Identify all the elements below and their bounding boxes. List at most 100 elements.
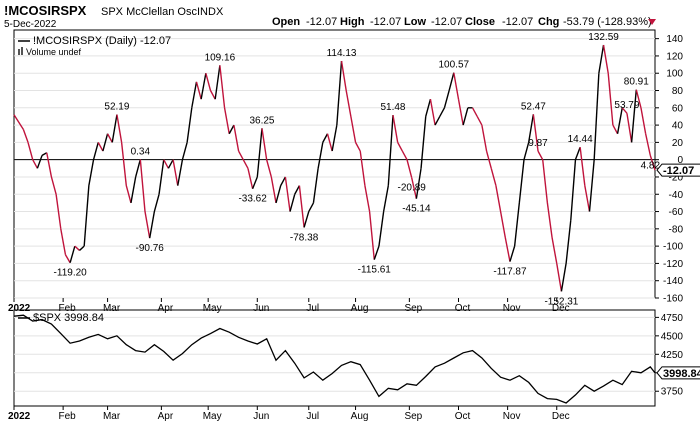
osc-line-segment	[88, 159, 95, 186]
osc-line-segment	[92, 142, 99, 160]
osc-line-segment	[331, 124, 338, 152]
osc-data-label: 114.13	[327, 48, 357, 59]
osc-line-segment	[495, 185, 502, 212]
osc-line-segment	[612, 124, 619, 135]
osc-data-label: 132.59	[588, 32, 619, 43]
osc-y-tick-label: -160	[663, 294, 683, 305]
close-value: -12.07	[502, 16, 533, 28]
chg-label: Chg	[538, 16, 559, 28]
osc-line-segment	[397, 142, 403, 152]
osc-line-segment	[523, 142, 530, 160]
osc-line-segment	[364, 185, 371, 212]
osc-line-segment	[163, 159, 170, 169]
osc-line-segment	[425, 98, 432, 117]
osc-line-segment	[167, 159, 174, 169]
osc-line-segment	[251, 176, 258, 190]
symbol-description: SPX McClellan Osc	[101, 6, 197, 18]
osc-line-segment	[518, 159, 525, 203]
osc-line-segment	[191, 81, 198, 108]
osc-line-segment	[448, 72, 455, 91]
osc-line-segment	[125, 185, 132, 204]
osc-line-segment	[560, 263, 567, 292]
osc-data-label: -45.14	[402, 204, 431, 215]
osc-line-segment	[593, 73, 600, 160]
low-label: Low	[404, 16, 426, 28]
osc-line-segment	[326, 133, 333, 152]
osc-line-segment	[200, 73, 207, 100]
osc-line-segment	[382, 185, 389, 212]
osc-data-label: 52.47	[521, 101, 546, 112]
osc-line-segment	[97, 142, 104, 152]
osc-y-tick-label: 60	[672, 103, 684, 114]
osc-line-segment	[509, 245, 516, 262]
spx-x-tick-label: Apr	[158, 411, 174, 421]
oscillator-panel-frame	[13, 29, 656, 299]
osc-x-tick-label: Sep	[404, 303, 422, 314]
osc-data-label: -152.31	[544, 296, 578, 307]
osc-x-tick-label: Feb	[59, 303, 77, 314]
osc-line-segment	[223, 107, 230, 134]
spx-y-tick-label: 3750	[661, 387, 684, 398]
osc-line-segment	[289, 194, 296, 212]
osc-data-label: -115.61	[358, 265, 392, 276]
osc-y-tick-label: 80	[672, 86, 684, 97]
osc-line-segment	[228, 124, 235, 135]
down-arrow-icon	[648, 19, 656, 25]
osc-x-tick-label: Jun	[253, 303, 269, 314]
osc-line-segment	[13, 114, 24, 130]
spx-y-tick-label: 4500	[661, 331, 684, 342]
osc-line-segment	[79, 245, 85, 251]
osc-y-tick-label: -80	[669, 224, 684, 235]
osc-x-tick-label: Dec	[552, 303, 570, 314]
osc-line-segment	[415, 168, 422, 199]
osc-y-tick-label: -140	[663, 276, 683, 287]
osc-data-label: 53.79	[614, 100, 639, 111]
osc-data-label: -33.62	[238, 194, 267, 205]
osc-y-tick-label: 140	[666, 34, 683, 45]
high-label: High	[340, 16, 365, 28]
osc-line-segment	[265, 159, 273, 178]
osc-line-segment	[205, 73, 212, 91]
spx-x-tick-label: Feb	[59, 411, 77, 421]
osc-line-segment	[106, 133, 113, 143]
spx-line	[13, 314, 656, 404]
osc-y-tick-label: -100	[663, 242, 683, 253]
osc-line-segment	[565, 220, 572, 264]
osc-line-segment	[434, 116, 441, 126]
spx-x-tick-label: Oct	[455, 411, 471, 421]
osc-line-segment	[36, 155, 43, 169]
osc-line-segment	[270, 176, 277, 204]
osc-line-segment	[233, 124, 240, 152]
osc-line-segment	[186, 107, 193, 143]
osc-line-segment	[626, 113, 633, 143]
osc-line-segment	[345, 90, 352, 117]
spx-y-tick-label: 4250	[661, 350, 684, 361]
date-label: 5-Dec-2022	[4, 19, 57, 30]
osc-x-tick-label: Mar	[103, 303, 121, 314]
osc-line-segment	[158, 159, 165, 195]
osc-line-segment	[111, 114, 118, 143]
osc-last-value-tag: -12.07	[656, 163, 700, 177]
osc-data-label: 36.25	[249, 115, 274, 126]
osc-line-segment	[247, 168, 254, 189]
osc-y-tick-label: 40	[672, 121, 684, 132]
spx-x-tick-label: Jul	[306, 411, 319, 421]
osc-line-segment	[406, 159, 413, 178]
osc-line-segment	[153, 194, 160, 212]
osc-x-tick-label: 2022	[8, 303, 31, 314]
spx-x-tick-label: Jun	[253, 411, 269, 421]
osc-line-segment	[616, 107, 623, 134]
osc-line-segment	[32, 159, 39, 169]
osc-line-segment	[527, 114, 535, 143]
osc-line-segment	[453, 72, 460, 100]
osc-line-segment	[439, 107, 446, 117]
osc-line-segment	[284, 176, 291, 212]
osc-y-tick-label: 120	[666, 51, 683, 62]
osc-line-segment	[476, 116, 483, 126]
spx-x-tick-label: May	[203, 411, 222, 421]
osc-line-segment	[280, 176, 286, 186]
osc-line-segment	[102, 133, 109, 152]
osc-line-segment	[584, 185, 591, 212]
osc-line-segment	[392, 115, 399, 143]
osc-line-segment	[481, 124, 488, 152]
